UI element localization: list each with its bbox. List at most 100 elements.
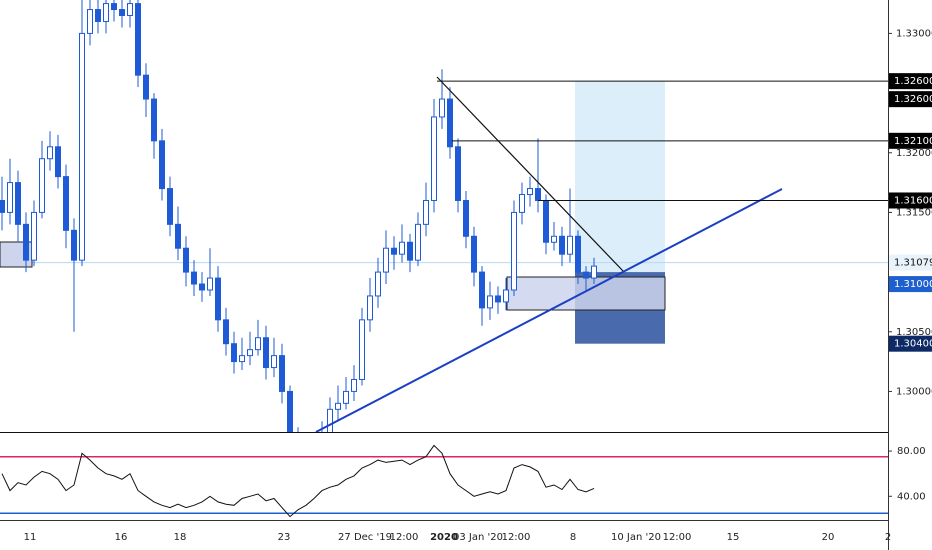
candle-body xyxy=(359,319,365,380)
x-tick-label: 2020 xyxy=(430,532,458,543)
candle-body xyxy=(255,337,261,351)
candle-body xyxy=(71,229,77,261)
overlay: 1.33000 1.32000 1.31500 1.30500 1.30000 1.326… xyxy=(0,28,932,543)
y-tick-label: 40.00 xyxy=(897,491,926,502)
candle-body xyxy=(575,235,581,273)
y-tick-label: 1.30500 xyxy=(896,327,932,338)
price-tag xyxy=(889,335,932,352)
price-tag-label: 1.32100 xyxy=(894,136,932,147)
candle-body xyxy=(463,199,469,237)
candle-body xyxy=(415,223,421,261)
candle-body xyxy=(103,3,109,22)
candle-body xyxy=(511,211,517,291)
x-tick-label: 27 Dec '19 xyxy=(338,532,392,543)
price-tag xyxy=(889,91,932,108)
candle-body xyxy=(335,402,341,410)
candle-body xyxy=(39,158,45,213)
candle-body xyxy=(63,176,69,231)
price-tag-label: 1.32600 xyxy=(894,94,932,105)
x-tick-label: 20 xyxy=(822,532,835,543)
target-zone xyxy=(575,81,665,273)
x-tick-label: 10 Jan '20 xyxy=(611,532,661,543)
candle-body xyxy=(455,146,461,201)
candle-body xyxy=(367,295,373,321)
x-tick-label: 8 xyxy=(570,532,576,543)
candle-body xyxy=(263,337,269,369)
x-tick-label: 12:00 xyxy=(502,532,531,543)
candle-body xyxy=(239,355,245,363)
candle-body xyxy=(183,247,189,273)
price-tag xyxy=(889,73,932,90)
x-tick-label: 23 xyxy=(278,532,291,543)
trend-line xyxy=(436,76,625,273)
candle-body xyxy=(231,343,237,363)
x-tick-label: 03 Jan '20 xyxy=(453,532,503,543)
candle-body xyxy=(407,241,413,261)
candle-body xyxy=(487,295,493,309)
candle-body xyxy=(383,247,389,273)
candle-body xyxy=(175,223,181,249)
candle-body xyxy=(167,188,173,225)
x-tick-label: 12:00 xyxy=(663,532,692,543)
candle-body xyxy=(127,3,133,17)
candle-body xyxy=(95,9,101,22)
candle-body xyxy=(591,265,597,279)
rsi-line xyxy=(1,444,595,518)
candle-body xyxy=(215,277,221,321)
y-tick-label: 80.00 xyxy=(897,446,926,457)
candle-body xyxy=(399,241,405,255)
candle-body xyxy=(495,295,501,303)
candle-body xyxy=(191,271,197,285)
y-tick-label: 1.31500 xyxy=(896,207,932,218)
candle-body xyxy=(479,271,485,309)
price-tag xyxy=(889,132,932,149)
candle-body xyxy=(199,283,205,291)
trend-line xyxy=(315,188,783,433)
candle-body xyxy=(503,289,509,303)
candle-body xyxy=(447,98,453,148)
price-tag xyxy=(889,192,932,209)
candle-body xyxy=(567,235,573,255)
price-tag-label: 1.31000 xyxy=(894,279,932,290)
candle-body xyxy=(247,349,253,357)
x-tick-label: 12:00 xyxy=(390,532,419,543)
candle-body xyxy=(391,247,397,255)
candle-body xyxy=(439,98,445,118)
x-tick-label: 16 xyxy=(115,532,128,543)
candle-body xyxy=(207,277,213,291)
candle-body xyxy=(551,235,557,243)
price-tag-label: 1.31600 xyxy=(894,195,932,206)
candle-body xyxy=(79,32,85,261)
x-tick-label: 15 xyxy=(727,532,740,543)
candle-body xyxy=(111,3,117,11)
candle-body xyxy=(559,235,565,255)
candle-body xyxy=(135,3,141,76)
x-tick-label: 2 xyxy=(885,532,891,543)
price-tag xyxy=(889,254,932,271)
price-tag-label: 1.31079 xyxy=(894,258,932,269)
candle-body xyxy=(47,146,53,160)
candle-body xyxy=(423,199,429,225)
candle-body xyxy=(159,140,165,190)
candle-body xyxy=(287,390,293,432)
candle-body xyxy=(431,116,437,201)
x-tick-label: 11 xyxy=(24,532,37,543)
x-tick-label: 18 xyxy=(174,532,187,543)
price-tag-label: 1.30400 xyxy=(894,339,932,350)
candle-body xyxy=(583,271,589,279)
y-tick-label: 1.30000 xyxy=(896,386,932,397)
candle-body xyxy=(543,199,549,243)
candle-body xyxy=(55,146,61,178)
candle-body xyxy=(151,98,157,142)
candle-body xyxy=(343,390,349,404)
candle-body xyxy=(15,182,21,225)
candle-body xyxy=(119,9,125,17)
y-tick-label: 1.33000 xyxy=(896,28,932,39)
candle-body xyxy=(519,194,525,213)
price-tag-label: 1.32600 xyxy=(894,76,932,87)
candle-body xyxy=(7,182,13,213)
candle-body xyxy=(327,408,333,432)
candle-body xyxy=(271,355,277,369)
y-tick-label: 1.32000 xyxy=(896,148,932,159)
